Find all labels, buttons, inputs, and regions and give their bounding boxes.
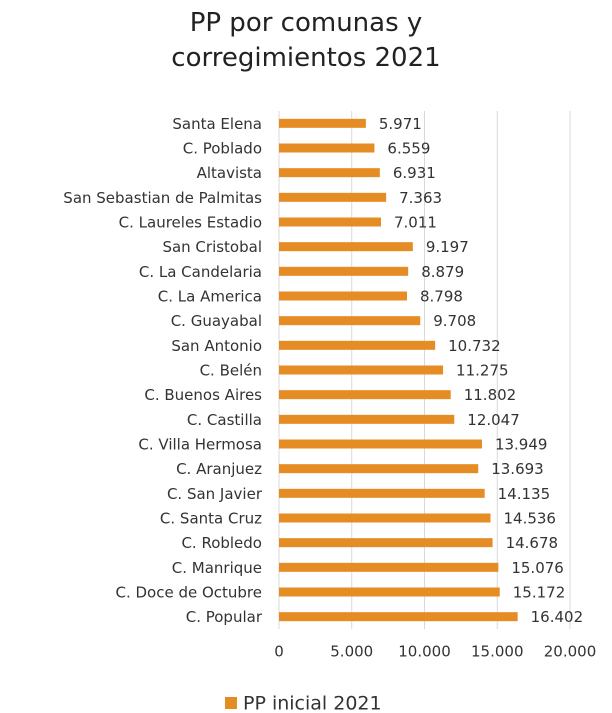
value-label: 9.708	[433, 312, 476, 330]
bar	[279, 365, 444, 375]
value-label: 16.402	[531, 608, 584, 626]
x-tick-label: 20.000	[544, 643, 597, 661]
y-tick-label: Santa Elena	[172, 115, 262, 133]
bar	[279, 242, 413, 252]
y-tick-label: C. Poblado	[183, 140, 262, 158]
x-tick-label: 15.000	[471, 643, 524, 661]
value-label: 5.971	[379, 115, 422, 133]
y-tick-label: C. San Javier	[167, 485, 263, 503]
y-tick-label: C. La America	[158, 288, 262, 306]
bar	[279, 464, 479, 474]
value-label: 7.363	[399, 189, 442, 207]
bar	[279, 439, 482, 449]
bar	[279, 266, 409, 276]
y-tick-label: Altavista	[197, 164, 262, 182]
bar	[279, 390, 451, 400]
x-tick-label: 0	[274, 643, 284, 661]
bar	[279, 538, 493, 548]
y-tick-label: C. Guayabal	[171, 312, 262, 330]
bar	[279, 612, 518, 622]
x-tick-label: 10.000	[398, 643, 451, 661]
value-label: 14.135	[498, 485, 551, 503]
y-tick-label: C. Castilla	[187, 411, 262, 429]
y-tick-label: C. La Candelaria	[139, 263, 262, 281]
y-tick-label: C. Manrique	[172, 559, 262, 577]
value-label: 9.197	[426, 238, 469, 256]
y-tick-label: C. Aranjuez	[176, 460, 262, 478]
y-tick-label: C. Belén	[200, 362, 262, 380]
value-label: 15.076	[511, 559, 564, 577]
value-label: 14.536	[503, 510, 555, 528]
y-tick-label: C. Buenos Aires	[144, 386, 262, 404]
y-tick-label: C. Santa Cruz	[160, 510, 262, 528]
bar	[279, 562, 499, 572]
value-label: 14.678	[506, 534, 559, 552]
value-label: 8.879	[421, 263, 464, 281]
value-label: 6.931	[393, 164, 436, 182]
value-label: 10.732	[448, 337, 501, 355]
bar	[279, 291, 408, 301]
y-tick-label: C. Popular	[186, 608, 263, 626]
y-tick-label: C. Villa Hermosa	[138, 436, 262, 454]
bar	[279, 217, 382, 227]
value-label: 15.172	[513, 584, 566, 602]
y-tick-label: San Cristobal	[162, 238, 262, 256]
bar	[279, 513, 491, 523]
y-tick-label: San Antonio	[171, 337, 262, 355]
bar	[279, 414, 455, 424]
value-label: 11.275	[456, 362, 509, 380]
bar	[279, 192, 387, 202]
value-label: 13.693	[491, 460, 544, 478]
bar	[279, 340, 436, 350]
legend-label: PP inicial 2021	[243, 693, 382, 713]
bar	[279, 118, 366, 128]
chart-title: PP por comunas y corregimientos 2021	[171, 8, 441, 73]
value-label: 7.011	[394, 214, 437, 232]
value-label: 6.559	[387, 140, 430, 158]
y-tick-label: C. Doce de Octubre	[115, 584, 262, 602]
value-label: 13.949	[495, 436, 548, 454]
y-tick-label: C. Laureles Estadio	[119, 214, 262, 232]
value-label: 11.802	[464, 386, 517, 404]
bar	[279, 143, 375, 153]
bar	[279, 587, 500, 597]
value-label: 8.798	[420, 288, 463, 306]
value-label: 12.047	[467, 411, 519, 429]
y-tick-label: C. Robledo	[181, 534, 262, 552]
y-tick-label: San Sebastian de Palmitas	[63, 189, 262, 207]
legend-swatch	[225, 697, 237, 709]
x-tick-label: 5.000	[330, 643, 373, 661]
bar	[279, 168, 380, 178]
bar	[279, 488, 485, 498]
bar	[279, 316, 421, 326]
